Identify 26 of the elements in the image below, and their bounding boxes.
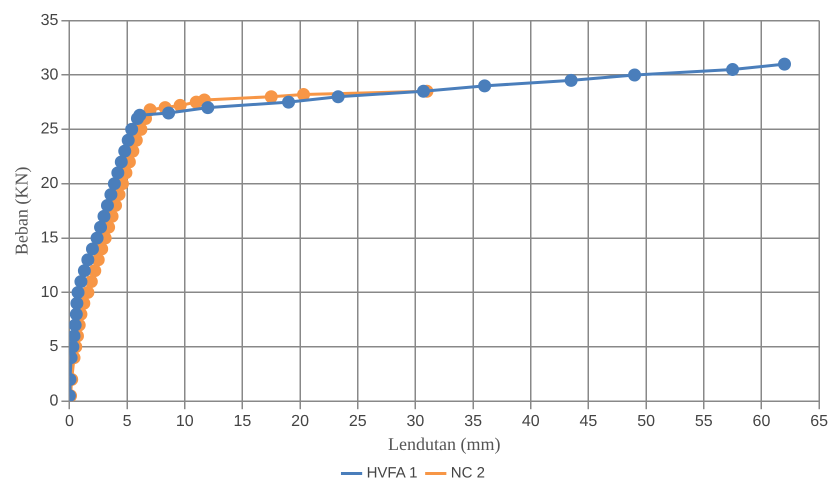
- legend-label: NC 2: [450, 464, 485, 482]
- legend-label: HVFA 1: [366, 464, 418, 482]
- y-tick-label: 10: [40, 284, 58, 301]
- x-tick-label: 0: [64, 413, 74, 430]
- y-tick-label: 25: [40, 120, 58, 138]
- y-tick-label: 20: [40, 175, 58, 192]
- x-tick-label: 20: [291, 413, 310, 430]
- x-tick-label: 5: [122, 413, 132, 430]
- x-tick-label: 15: [234, 413, 252, 430]
- y-tick-label: 15: [40, 229, 58, 246]
- y-tick-label: 30: [40, 66, 58, 84]
- x-axis-title: Lendutan (mm): [388, 434, 500, 454]
- x-tick-label: 65: [810, 413, 828, 430]
- x-tick-label: 40: [522, 413, 540, 430]
- y-tick-label: 5: [49, 338, 58, 356]
- x-tick-label: 55: [694, 413, 713, 430]
- x-tick-label: 50: [637, 413, 656, 430]
- y-tick-label: 0: [49, 392, 58, 410]
- y-tick-label: 35: [40, 12, 58, 30]
- y-axis-title: Beban (KN): [12, 166, 32, 256]
- x-tick-label: 10: [176, 413, 194, 430]
- x-tick-label: 30: [406, 413, 424, 430]
- x-tick-label: 25: [348, 413, 367, 430]
- x-tick-label: 45: [580, 413, 598, 430]
- x-tick-label: 35: [464, 413, 482, 430]
- x-tick-label: 60: [752, 413, 770, 430]
